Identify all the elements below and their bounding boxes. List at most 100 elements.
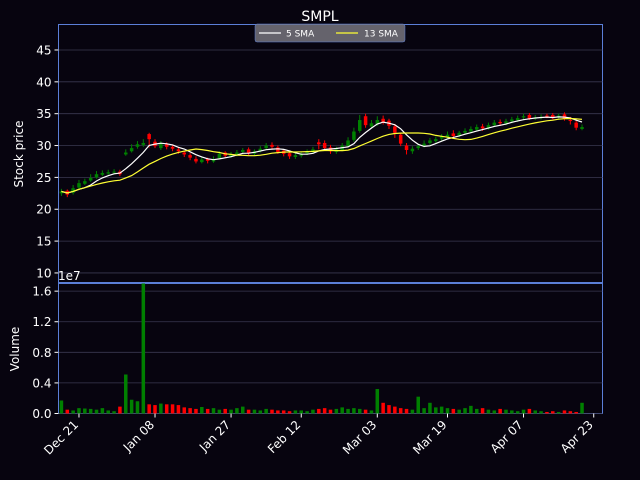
candle-body [77,183,81,188]
volume-bar [515,411,520,414]
volume-bar [182,407,187,414]
candle-body [229,154,233,157]
candle [317,139,321,150]
price-y-tick-label: 30 [36,139,51,153]
candle-body [469,128,473,132]
candle-body [100,172,105,175]
candle [311,146,315,154]
candle [428,137,432,145]
volume-bar [258,410,263,414]
candle [170,144,175,152]
volume-bar [118,406,122,414]
candle-body [129,148,134,152]
volume-bar [159,403,163,414]
volume-bar [504,409,508,414]
volume-bar [486,409,491,414]
volume-bar [381,402,385,414]
candle [194,156,198,164]
candle-body [264,145,268,149]
volume-bar [469,405,473,414]
volume-bar [211,408,216,414]
volume-y-ticks: 0.0 0.4 0.8 1.2 1.6 [32,285,59,421]
volume-bar [94,409,99,414]
volume-bar [135,401,140,414]
candle [439,134,444,141]
sma-13-line [61,117,583,194]
legend-box [254,23,406,43]
candle-body [88,178,93,181]
candle-body [235,152,239,156]
volume-bar [521,409,526,414]
volume-bar [147,404,151,414]
price-y-axis-label: Stock price [12,121,26,188]
candle [393,123,397,138]
volume-bar [229,409,233,414]
volume-bar [223,408,227,414]
candle [71,185,75,195]
volume-bar [398,408,403,414]
candle-body [176,149,181,152]
candle [200,157,204,164]
volume-bar [439,406,444,414]
volume-bar [100,408,105,414]
volume-bar [404,408,409,414]
candle [363,113,368,128]
price-y-tick-label: 45 [36,43,51,57]
volume-bar [474,408,479,414]
volume-bar [129,399,134,414]
candle-body [486,125,491,129]
volume-bar [539,411,543,414]
volume-y-tick-label: 0.8 [32,346,51,360]
volume-bar [270,409,274,414]
legend: 5 SMA 13 SMA [254,23,406,43]
volume-bar [551,411,555,414]
candle-body [188,155,192,158]
volume-bar [340,407,344,414]
volume-bar [352,408,356,414]
volume-offset-text: 1e7 [58,269,81,283]
candle-body [504,121,508,124]
volume-bar [463,408,467,414]
candle-body [375,120,380,124]
volume-bar [328,409,333,414]
candle-body [205,158,210,161]
candle [293,152,298,159]
volume-bar [305,411,309,414]
candle-body [457,132,461,136]
candle-body [83,181,87,184]
volume-bar [281,410,286,414]
candle-body [322,142,327,149]
price-y-tick-label: 20 [36,203,51,217]
volume-panel: 0.0 0.4 0.8 1.2 1.6 [32,283,603,421]
candle-body [434,139,438,142]
candle [352,127,356,142]
volume-bar [235,408,239,414]
candle [141,139,146,147]
candle-body [492,122,497,126]
candle [241,148,245,154]
volume-bar [124,374,128,414]
volume-bar [88,408,93,414]
volume-bar [545,411,549,414]
volume-bar [562,410,567,414]
candle-body [217,153,222,159]
candle [381,115,385,125]
volume-bar [276,410,280,414]
candle [59,188,64,196]
candle-body [527,114,532,119]
volume-bar [457,409,461,414]
candle-body [141,142,146,145]
candle [469,126,473,133]
candle [357,114,362,133]
candle [77,179,81,190]
candle-body [404,145,409,150]
volume-bar [65,409,70,414]
volume-bar [252,409,257,414]
volume-bar [194,408,198,414]
candle [574,120,578,131]
volume-bar [264,408,268,414]
volume-bar [369,410,374,414]
volume-bar [445,408,450,414]
